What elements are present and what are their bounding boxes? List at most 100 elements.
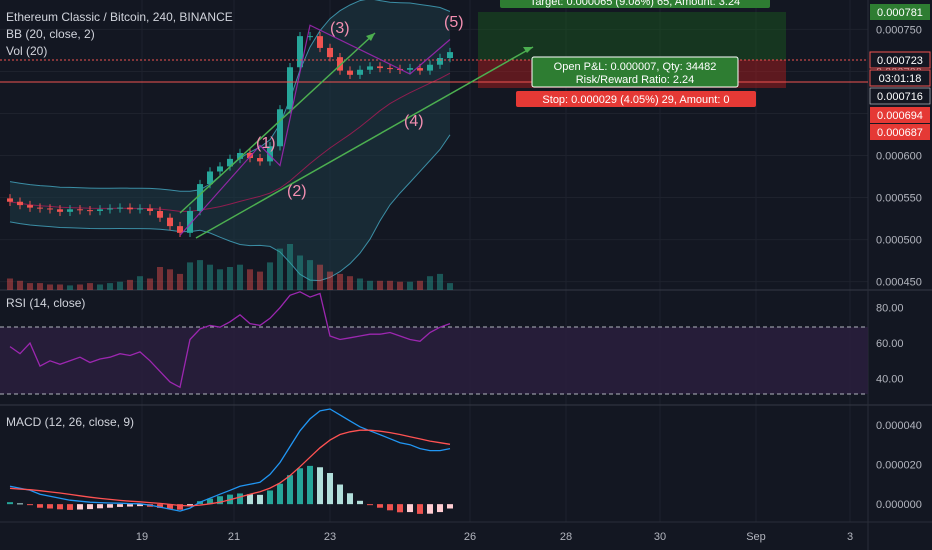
time-tick-label: 19 (136, 531, 148, 543)
target-label-box[interactable] (500, 0, 770, 8)
volume-bar (127, 279, 133, 290)
candle-body[interactable] (227, 158, 233, 167)
candle-body[interactable] (97, 209, 103, 211)
macd-histogram-bar (387, 504, 393, 511)
volume-bar (347, 276, 353, 290)
macd-histogram-bar (437, 504, 443, 513)
macd-histogram-bar (427, 504, 433, 514)
candle-body[interactable] (17, 201, 23, 206)
target-label: Target: 0.000065 (9.08%) 65, Amount: 3.2… (530, 0, 740, 8)
price-tick-label: 0.000500 (876, 235, 922, 247)
candle-body[interactable] (27, 205, 33, 208)
candle-body[interactable] (287, 67, 293, 110)
time-tick-label: 30 (654, 531, 666, 543)
pnl-label-box[interactable] (531, 56, 739, 88)
volume-bar (137, 276, 143, 290)
volume-indicator-label[interactable]: Vol (20) (6, 44, 47, 58)
volume-bar (7, 278, 13, 290)
bb-indicator-label[interactable]: BB (20, close, 2) (6, 27, 95, 41)
volume-bar (237, 264, 243, 290)
macd-histogram-bar (77, 504, 83, 510)
bollinger-basis (9, 72, 451, 212)
candle-body[interactable] (117, 207, 123, 209)
rsi-tick-label: 80.00 (876, 303, 904, 315)
candle-body[interactable] (7, 198, 13, 202)
stop-label-box[interactable] (516, 91, 756, 107)
time-tick-label: 3 (847, 531, 853, 543)
volume-bar (67, 285, 73, 290)
lower-trendline[interactable] (195, 46, 534, 239)
volume-bar (447, 283, 453, 290)
macd-histogram-bar (17, 503, 23, 505)
candle-body[interactable] (387, 68, 393, 70)
candle-body[interactable] (157, 210, 163, 218)
macd-histogram-bar (307, 465, 313, 505)
candle-body[interactable] (167, 217, 173, 227)
candle-body[interactable] (267, 146, 273, 162)
candle-body[interactable] (47, 208, 53, 210)
stop-price-tag-1 (870, 107, 930, 123)
macd-histogram-bar (357, 500, 363, 505)
macd-histogram-bar (347, 493, 353, 505)
candle-body[interactable] (327, 47, 333, 58)
candle-body[interactable] (77, 209, 83, 211)
candle-body[interactable] (427, 64, 433, 71)
candle-body[interactable] (447, 52, 453, 58)
macd-tick-label: 0.000000 (876, 499, 922, 511)
candle-body[interactable] (257, 158, 263, 162)
target-zone[interactable] (478, 12, 786, 60)
stop-price-tag-2 (870, 124, 930, 140)
candle-body[interactable] (417, 68, 423, 71)
time-tick-label: Sep (746, 531, 766, 543)
rsi-indicator-label[interactable]: RSI (14, close) (6, 296, 85, 310)
candle-body[interactable] (247, 152, 253, 159)
macd-histogram-bar (397, 504, 403, 513)
volume-bar (227, 267, 233, 290)
candle-body[interactable] (277, 109, 283, 147)
candle-body[interactable] (237, 152, 243, 159)
candle-body[interactable] (337, 57, 343, 71)
volume-bar (387, 280, 393, 290)
volume-bar (407, 281, 413, 290)
macd-axis[interactable]: 0.000040 0.000020 0.000000 (876, 420, 922, 511)
candle-body[interactable] (177, 226, 183, 233)
candle-body[interactable] (357, 69, 363, 75)
candles[interactable] (7, 31, 453, 238)
candle-body[interactable] (367, 66, 373, 70)
macd-histogram-bar (297, 468, 303, 505)
candle-body[interactable] (187, 210, 193, 233)
volume-bar (357, 278, 363, 290)
upper-trendline[interactable] (179, 32, 376, 214)
candle-body[interactable] (137, 208, 143, 210)
macd-histogram-bar (267, 490, 273, 505)
candle-body[interactable] (407, 68, 413, 70)
candle-body[interactable] (307, 36, 313, 38)
signal-line (9, 429, 451, 507)
candle-body[interactable] (347, 70, 353, 75)
macd-histogram-bar (367, 504, 373, 506)
macd-histogram-bar (137, 504, 143, 507)
candle-body[interactable] (317, 36, 323, 48)
candle-body[interactable] (217, 166, 223, 172)
candle-body[interactable] (197, 184, 203, 211)
candle-body[interactable] (127, 207, 133, 210)
candle-body[interactable] (67, 209, 73, 212)
volume-bar (177, 273, 183, 290)
candle-body[interactable] (37, 207, 43, 209)
candle-body[interactable] (57, 209, 63, 212)
candle-body[interactable] (107, 208, 113, 210)
candle-body[interactable] (87, 210, 93, 212)
elliott-wave-path[interactable] (179, 24, 451, 236)
rsi-axis[interactable]: 80.00 60.00 40.00 (876, 303, 904, 386)
macd-histogram-bar (207, 498, 213, 505)
macd-indicator-label[interactable]: MACD (12, 26, close, 9) (6, 415, 134, 429)
time-axis[interactable]: 19 21 23 26 28 30 Sep 3 (136, 531, 853, 543)
candle-body[interactable] (147, 208, 153, 211)
volume-bar (267, 262, 273, 290)
candle-body[interactable] (207, 171, 213, 185)
candle-body[interactable] (377, 66, 383, 69)
candle-body[interactable] (437, 58, 443, 65)
wave-label-3: (3) (330, 20, 350, 37)
candle-body[interactable] (297, 36, 303, 68)
